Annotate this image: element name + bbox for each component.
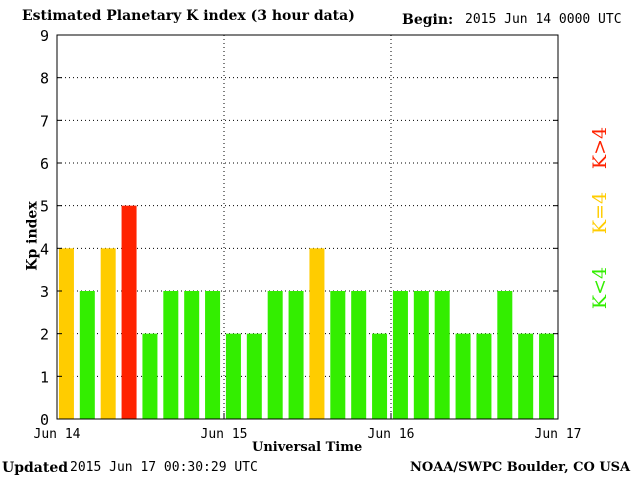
- y-tick-label: 5: [40, 198, 49, 216]
- y-tick-label: 7: [40, 112, 49, 130]
- kp-bar: [121, 205, 137, 419]
- x-axis-label: Universal Time: [252, 440, 363, 455]
- y-tick-label: 8: [40, 70, 49, 88]
- chart-title: Estimated Planetary K index (3 hour data…: [22, 8, 355, 24]
- x-tick-label: Jun 16: [368, 427, 415, 442]
- kp-bar: [476, 333, 492, 419]
- y-tick-label: 0: [40, 411, 49, 429]
- kp-bar: [267, 291, 283, 419]
- x-tick-label: Jun 15: [201, 427, 248, 442]
- y-tick-label: 6: [40, 155, 49, 173]
- updated-value: 2015 Jun 17 00:30:29 UTC: [70, 460, 258, 475]
- kp-bar: [518, 333, 534, 419]
- kp-bar: [246, 333, 262, 419]
- y-tick-label: 3: [40, 283, 49, 301]
- kp-bar: [205, 291, 221, 419]
- kp-bar: [100, 248, 116, 419]
- kp-bar: [288, 291, 304, 419]
- kp-bar: [539, 333, 555, 419]
- y-tick-label: 9: [40, 27, 49, 45]
- kp-bar: [163, 291, 179, 419]
- kp-bar: [434, 291, 450, 419]
- plot-frame: [56, 34, 559, 420]
- kp-bar: [413, 291, 429, 419]
- y-tick-label: 2: [40, 326, 49, 344]
- kp-bar: [58, 248, 74, 419]
- kp-bar: [455, 333, 471, 419]
- updated-label: Updated: [2, 460, 69, 476]
- kp-bar: [184, 291, 200, 419]
- credit-label: NOAA/SWPC Boulder, CO USA: [410, 460, 631, 475]
- kp-bar: [497, 291, 513, 419]
- kp-bar: [330, 291, 346, 419]
- y-tick-label: 1: [40, 368, 49, 386]
- kp-bar: [142, 333, 158, 419]
- kp-bar: [351, 291, 367, 419]
- y-tick-label: 4: [40, 240, 49, 258]
- kp-bar: [79, 291, 95, 419]
- kp-bar: [225, 333, 241, 419]
- x-tick-label: Jun 17: [535, 427, 582, 442]
- kp-bar: [392, 291, 408, 419]
- begin-label: Begin:: [402, 12, 454, 28]
- kp-bar: [309, 248, 325, 419]
- begin-value: 2015 Jun 14 0000 UTC: [465, 12, 622, 27]
- kp-bar: [372, 333, 388, 419]
- x-tick-label: Jun 14: [34, 427, 81, 442]
